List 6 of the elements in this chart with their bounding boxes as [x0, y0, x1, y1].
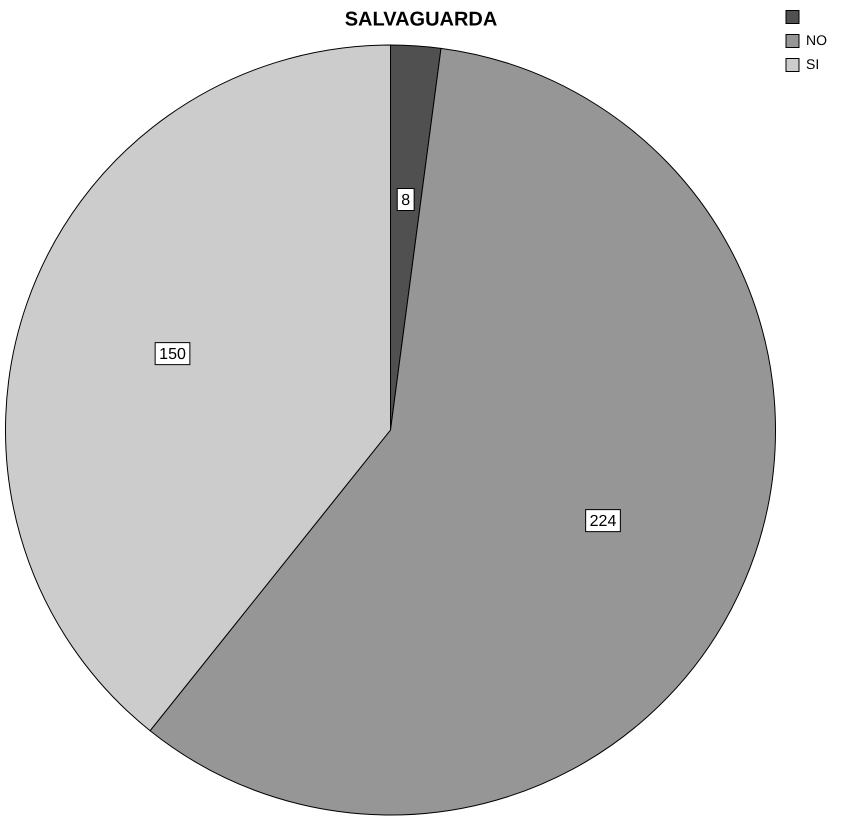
legend-label: SI: [806, 56, 820, 72]
chart-title: SALVAGUARDA: [344, 8, 498, 31]
legend-label: NO: [806, 32, 828, 48]
data-label: 150: [159, 346, 186, 363]
data-label: 224: [590, 512, 616, 530]
data-label: 8: [401, 192, 410, 209]
